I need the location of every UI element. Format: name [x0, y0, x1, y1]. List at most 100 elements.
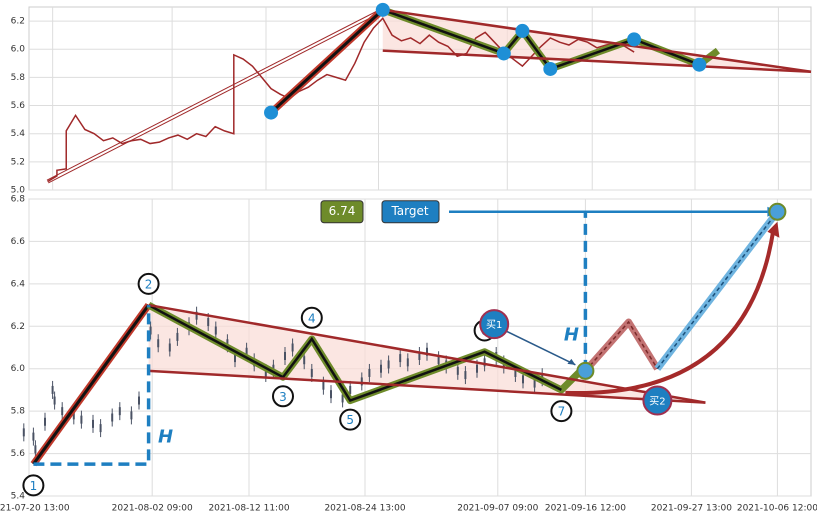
target-label-text: Target [390, 204, 428, 218]
candle-body [368, 368, 371, 377]
top-price-panel: 5.0 5.2 5.4 5.6 5.8 6.0 6.2 [11, 2, 812, 196]
bottom-x-tick-label: 2021-09-16 12:00 [545, 504, 626, 514]
candle-body [380, 364, 382, 373]
top-pivot-point [264, 105, 279, 120]
buy2-marker[interactable] [642, 385, 673, 416]
buy1-label: 买1 [486, 319, 502, 331]
target-label-box [381, 200, 440, 224]
candle-body [399, 354, 402, 363]
bottom-y-tick-label: 6.2 [11, 322, 25, 332]
candle-body [53, 396, 56, 405]
candle-body [168, 343, 171, 352]
candle-body [418, 351, 421, 360]
candle-body [34, 445, 37, 454]
top-y-tick-label: 5.2 [11, 157, 25, 167]
target-value-box [320, 200, 364, 224]
bottom-y-tick-label: 6.6 [11, 237, 26, 247]
candle-body [456, 366, 459, 375]
top-pivot-point [496, 46, 511, 61]
candle-body [284, 351, 286, 360]
candle-body [214, 326, 217, 335]
bottom-y-tick-label: 6.4 [11, 279, 26, 289]
buy2-label: 买2 [649, 396, 665, 408]
pivot-label-text: 7 [558, 405, 566, 419]
candle-body [483, 358, 486, 367]
bottom-x-tick-label: 2021-09-07 09:00 [457, 504, 538, 514]
top-lower-trendline [382, 49, 812, 74]
bottom-x-tick-label: 2021-08-12 11:00 [208, 504, 289, 514]
buy1-pointer-line [503, 329, 576, 366]
top-y-tick-label: 5.6 [11, 101, 26, 111]
pivot-label-text: 4 [308, 311, 316, 325]
top-pivot-point [543, 61, 558, 76]
candle-body [149, 326, 152, 335]
bottom-plot-area [28, 198, 812, 497]
bottom-x-tick-label: 2021-10-06 12:00 [737, 504, 817, 514]
candle-body [99, 424, 102, 433]
top-pivot-point [692, 57, 707, 72]
candle-body [322, 381, 325, 390]
bottom-x-tick-label: 2021-07-20 13:00 [0, 504, 70, 514]
candle-body [426, 347, 428, 356]
candle-body [176, 332, 179, 341]
candle-body [72, 411, 75, 420]
candle-body [22, 428, 25, 437]
candle-body [349, 385, 352, 394]
candle-body [61, 407, 64, 416]
bottom-upper-trendline [148, 303, 706, 404]
top-upper-trendline [382, 8, 812, 73]
height-label-right: H [564, 324, 579, 345]
candle-body [32, 432, 35, 441]
projection-zigzag-dash [584, 320, 659, 372]
candle-body [207, 318, 210, 327]
bottom-candle-panel: 5.4 5.6 5.8 6.0 6.2 6.4 6.6 6.8 2021-07-20 13:00… [0, 195, 817, 514]
pivot-label-circle [22, 474, 45, 497]
top-pivot-point [627, 32, 642, 47]
top-y-tick-label: 6.2 [11, 17, 25, 27]
candle-body [138, 396, 140, 405]
candle-body [303, 356, 306, 365]
pivot-label-circle [272, 385, 294, 408]
pivot-label-circle [137, 272, 160, 295]
candle-body [92, 419, 94, 428]
pivot-label-text: 1 [30, 479, 38, 493]
candle-body [80, 415, 83, 424]
bottom-y-tick-label: 6.0 [11, 364, 26, 374]
top-uptrend-leg-core [270, 8, 384, 114]
bottom-uptrend-leg-core [32, 304, 150, 466]
top-pivot-point [375, 2, 390, 17]
candle-body [514, 368, 517, 377]
top-price-line [47, 16, 635, 183]
curved-arrow-head [767, 221, 780, 238]
candle-body [157, 339, 160, 348]
target-value-text: 6.74 [329, 204, 356, 218]
pivot-label-text: 5 [346, 413, 354, 427]
height-label-left: H [158, 427, 173, 448]
bottom-y-tick-label: 5.8 [11, 407, 26, 417]
candle-body [264, 368, 267, 377]
bottom-y-tick-label: 5.4 [11, 492, 26, 502]
pivot-label-text: 3 [279, 390, 287, 404]
buy1-marker[interactable] [479, 309, 510, 340]
candle-body [437, 356, 440, 365]
breakout-marker [576, 361, 595, 380]
candle-body [533, 379, 536, 388]
candle-body [476, 364, 478, 373]
top-y-tick-label: 5.8 [11, 73, 26, 83]
top-zigzag-core [382, 8, 700, 71]
curved-projection-arrow [565, 229, 776, 395]
top-y-tick-label: 5.4 [11, 129, 26, 139]
projection-to-target-dash [656, 211, 778, 370]
candle-body [51, 385, 54, 394]
candle-body [44, 417, 46, 426]
bottom-lower-trendline [148, 369, 706, 404]
bottom-zigzag-core [148, 303, 562, 403]
candle-body [387, 360, 390, 369]
candle-body [234, 354, 236, 363]
candle-body [341, 394, 344, 403]
pivot-label-circle [550, 400, 573, 423]
candle-body [226, 339, 229, 348]
candle-body [360, 377, 363, 386]
top-y-tick-label: 6.0 [11, 45, 26, 55]
